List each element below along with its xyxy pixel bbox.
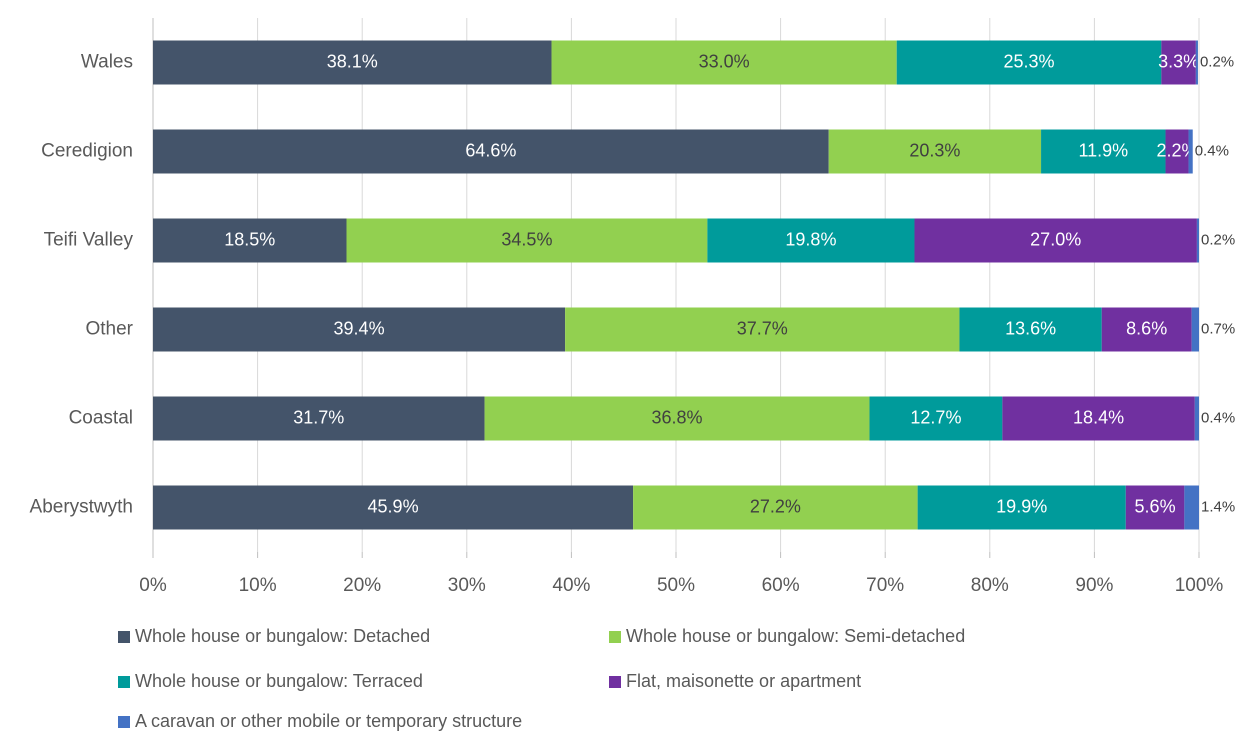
bar-segment [153,307,566,352]
legend-label: Whole house or bungalow: Semi-detached [626,626,965,646]
x-tick-label: 50% [657,575,695,596]
data-label: 31.7% [293,407,344,427]
bar-segment [484,396,870,441]
data-label: 27.0% [1030,229,1081,249]
bar-segment [153,40,552,85]
bar-segment [1041,129,1166,174]
data-label: 0.2% [1201,231,1235,248]
bar-segment [1002,396,1195,441]
bar-segment [153,218,347,263]
bar-segment [1191,307,1199,352]
data-label: 2.2% [1157,140,1198,160]
x-tick-label: 80% [971,575,1009,596]
x-tick-label: 20% [343,575,381,596]
data-label: 5.6% [1135,496,1176,516]
data-label: 38.1% [327,51,378,71]
bar-segment [959,307,1102,352]
bar-segment [346,218,708,263]
y-tick-label: Wales [81,52,133,73]
bar-segment [707,218,915,263]
x-tick-label: 40% [552,575,590,596]
data-label: 45.9% [368,496,419,516]
bar-segment [1184,485,1199,530]
data-label: 36.8% [652,407,703,427]
data-label: 39.4% [334,318,385,338]
bar-segment [914,218,1197,263]
legend-swatch [609,676,621,688]
legend-label: Flat, maisonette or apartment [626,671,861,691]
bar-segment [153,129,829,174]
x-tick-label: 100% [1175,575,1224,596]
x-tick-label: 10% [239,575,277,596]
legend-swatch [118,676,130,688]
data-label: 19.8% [785,229,836,249]
legend-swatch [609,631,621,643]
data-label: 1.4% [1201,498,1235,515]
data-label: 18.5% [224,229,275,249]
x-tick-label: 30% [448,575,486,596]
data-label: 64.6% [465,140,516,160]
bar-segment [828,129,1042,174]
bar-segment [565,307,960,352]
bar-segment [869,396,1003,441]
bar-segment [896,40,1162,85]
legend-label: Whole house or bungalow: Detached [135,626,430,646]
bar-segment [153,485,634,530]
y-tick-label: Aberystwyth [30,497,133,518]
data-label: 3.3% [1158,51,1199,71]
data-label: 19.9% [996,496,1047,516]
x-tick-label: 0% [139,575,167,596]
data-label: 25.3% [1004,51,1055,71]
y-tick-label: Ceredigion [41,141,133,162]
y-tick-label: Other [85,319,133,340]
bar-segment [1165,129,1189,174]
bar-segment [1161,40,1196,85]
bar-segment [1188,129,1193,174]
data-label: 13.6% [1005,318,1056,338]
bar-segment [1196,218,1199,263]
bar-segment [1195,40,1198,85]
data-label: 37.7% [737,318,788,338]
data-label: 18.4% [1073,407,1124,427]
y-tick-label: Teifi Valley [44,230,134,251]
data-label: 33.0% [699,51,750,71]
legend-label: Whole house or bungalow: Terraced [135,671,423,691]
y-tick-label: Coastal [69,408,133,429]
bar-segment [1194,396,1199,441]
x-tick-label: 90% [1075,575,1113,596]
bar-segment [917,485,1126,530]
legend-label: A caravan or other mobile or temporary s… [135,711,522,731]
data-label: 12.7% [910,407,961,427]
data-label: 11.9% [1078,140,1128,160]
bar-segment [551,40,897,85]
data-label: 27.2% [750,496,801,516]
legend-swatch [118,716,130,728]
data-label: 0.7% [1201,320,1235,337]
bar-segment [1101,307,1192,352]
data-label: 0.4% [1195,142,1229,159]
data-label: 34.5% [501,229,552,249]
data-label: 0.4% [1201,409,1235,426]
data-label: 8.6% [1126,318,1167,338]
bar-segment [1125,485,1185,530]
legend-swatch [118,631,130,643]
x-tick-label: 60% [762,575,800,596]
data-label: 0.2% [1200,53,1234,70]
bar-segment [633,485,918,530]
data-label: 20.3% [909,140,960,160]
bar-segment [153,396,485,441]
x-tick-label: 70% [866,575,904,596]
